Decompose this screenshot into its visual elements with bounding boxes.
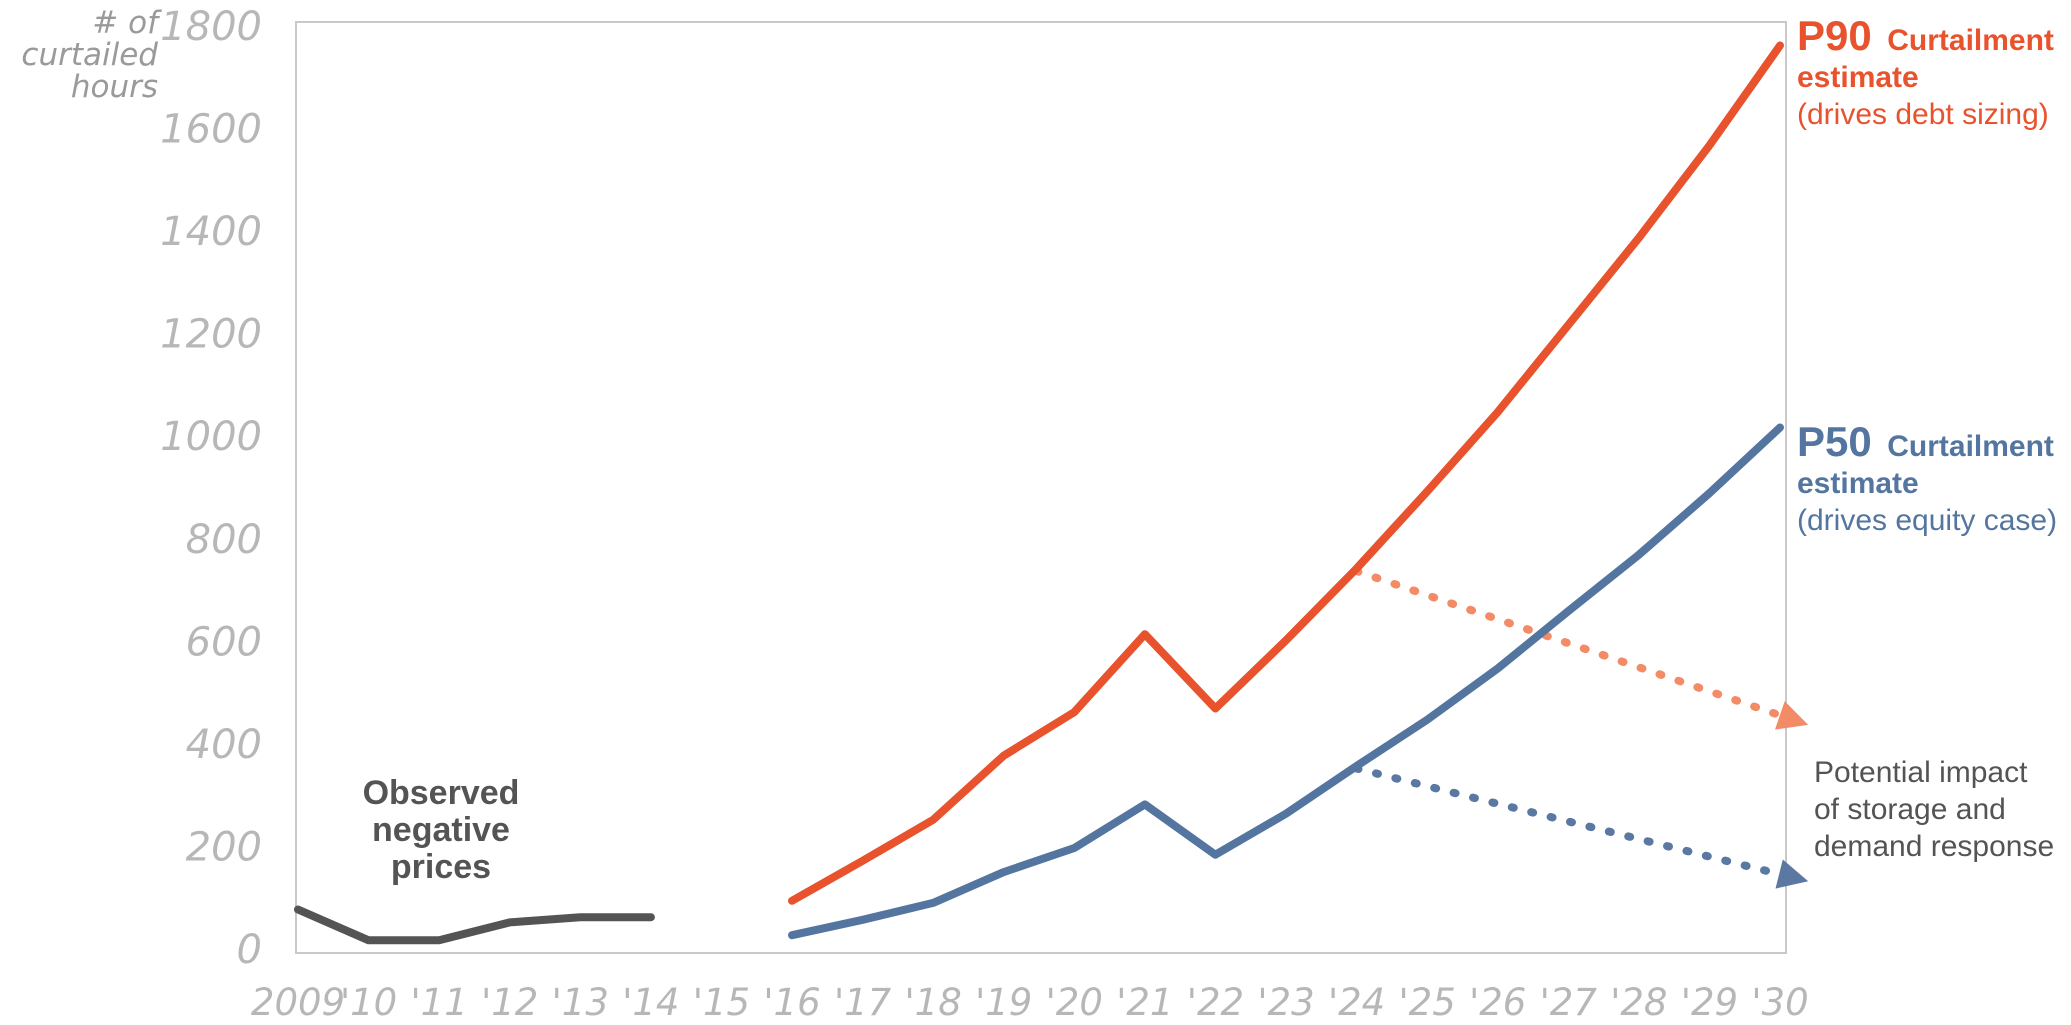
impact-label-line-2: of storage and: [1814, 793, 2006, 826]
y-tick-label: 1200: [160, 312, 262, 358]
y-axis-label-line-2: curtailed: [21, 37, 158, 73]
p50-label-line-2: estimate: [1797, 467, 1919, 500]
p50-label-note: (drives equity case): [1797, 504, 2057, 537]
y-tick-label: 0: [237, 927, 262, 973]
x-tick-label: '25: [1399, 981, 1456, 1024]
y-axis-label: # of curtailed hours: [21, 5, 162, 105]
x-tick-label: '10: [340, 981, 397, 1024]
impact-arrow-line: [1352, 764, 1784, 879]
x-tick-label: '12: [481, 981, 538, 1024]
p90-label-title: Curtailment: [1887, 24, 2054, 57]
impact-arrow-head: [1775, 859, 1809, 889]
y-tick-label: 1400: [160, 209, 262, 255]
x-tick-label: '21: [1116, 981, 1173, 1024]
x-tick-label: '27: [1540, 981, 1598, 1024]
p90-label-line-2: estimate: [1797, 61, 1919, 94]
x-tick-label: '15: [693, 981, 750, 1024]
x-tick-label: '22: [1187, 981, 1244, 1024]
y-tick-label: 1000: [160, 414, 262, 460]
x-tick-label: '24: [1328, 981, 1385, 1024]
y-tick-label: 600: [186, 619, 262, 665]
impact-label-line-1: Potential impact: [1814, 756, 2028, 789]
p50-curtailment-line: [788, 423, 1784, 940]
p50-label-title: Curtailment: [1887, 430, 2054, 463]
x-tick-label: '20: [1046, 981, 1103, 1024]
y-tick-label: 400: [186, 722, 262, 768]
data-series: [294, 41, 1784, 945]
impact-arrows: [1352, 567, 1809, 889]
x-tick-label: '30: [1751, 981, 1808, 1024]
p90-label-strong: P90: [1797, 12, 1872, 59]
y-axis-label-line-3: hours: [71, 69, 158, 105]
x-tick-label: '19: [975, 981, 1032, 1024]
y-tick-label: 1600: [160, 107, 262, 153]
impact-arrow-line: [1352, 567, 1784, 720]
observed-negative-prices-line: [294, 905, 655, 945]
x-tick-label: '14: [622, 981, 679, 1024]
impact-arrow-head: [1775, 701, 1809, 730]
x-tick-label: '23: [1257, 981, 1314, 1024]
p90-label-line-1: P90 Curtailment: [1797, 12, 2054, 59]
x-tick-label: '28: [1610, 981, 1667, 1024]
p90-label-note: (drives debt sizing): [1797, 98, 2049, 131]
p90-annotation: P90 Curtailment estimate (drives debt si…: [1797, 12, 2054, 131]
y-tick-label: 1800: [160, 4, 262, 50]
x-tick-label: '29: [1681, 981, 1738, 1024]
impact-label-line-3: demand response: [1814, 830, 2054, 863]
x-tick-label: '18: [905, 981, 962, 1024]
p50-annotation: P50 Curtailment estimate (drives equity …: [1797, 418, 2057, 537]
x-tick-label: 2009: [251, 981, 345, 1024]
y-tick-label: 800: [186, 517, 262, 563]
observed-label-line-3: prices: [391, 848, 491, 886]
observed-annotation: Observed negative prices: [363, 774, 520, 886]
y-tick-label: 200: [186, 824, 262, 870]
x-tick-label: '26: [1469, 981, 1526, 1024]
p50-label-line-1: P50 Curtailment: [1797, 418, 2054, 465]
impact-annotation: Potential impact of storage and demand r…: [1814, 756, 2054, 863]
observed-label-line-1: Observed: [363, 774, 520, 812]
observed-label-line-2: negative: [372, 811, 510, 849]
x-tick-label: '11: [411, 981, 468, 1024]
p50-label-strong: P50: [1797, 418, 1872, 465]
x-tick-labels: 2009'10 '11 '12 '13 '14 '15 '16 '17 '18 '19 '20 '21…: [251, 981, 1809, 1024]
x-tick-label: '17: [834, 981, 892, 1024]
y-tick-labels: 0 200 400 600 800 1000 1200 1400 1600 1800: [160, 4, 262, 973]
x-tick-label: '16: [763, 981, 820, 1024]
plot-area-frame: [295, 21, 1787, 954]
x-tick-label: '13: [552, 981, 609, 1024]
y-axis-label-line-1: # of: [92, 5, 162, 41]
p90-curtailment-line: [788, 41, 1784, 905]
